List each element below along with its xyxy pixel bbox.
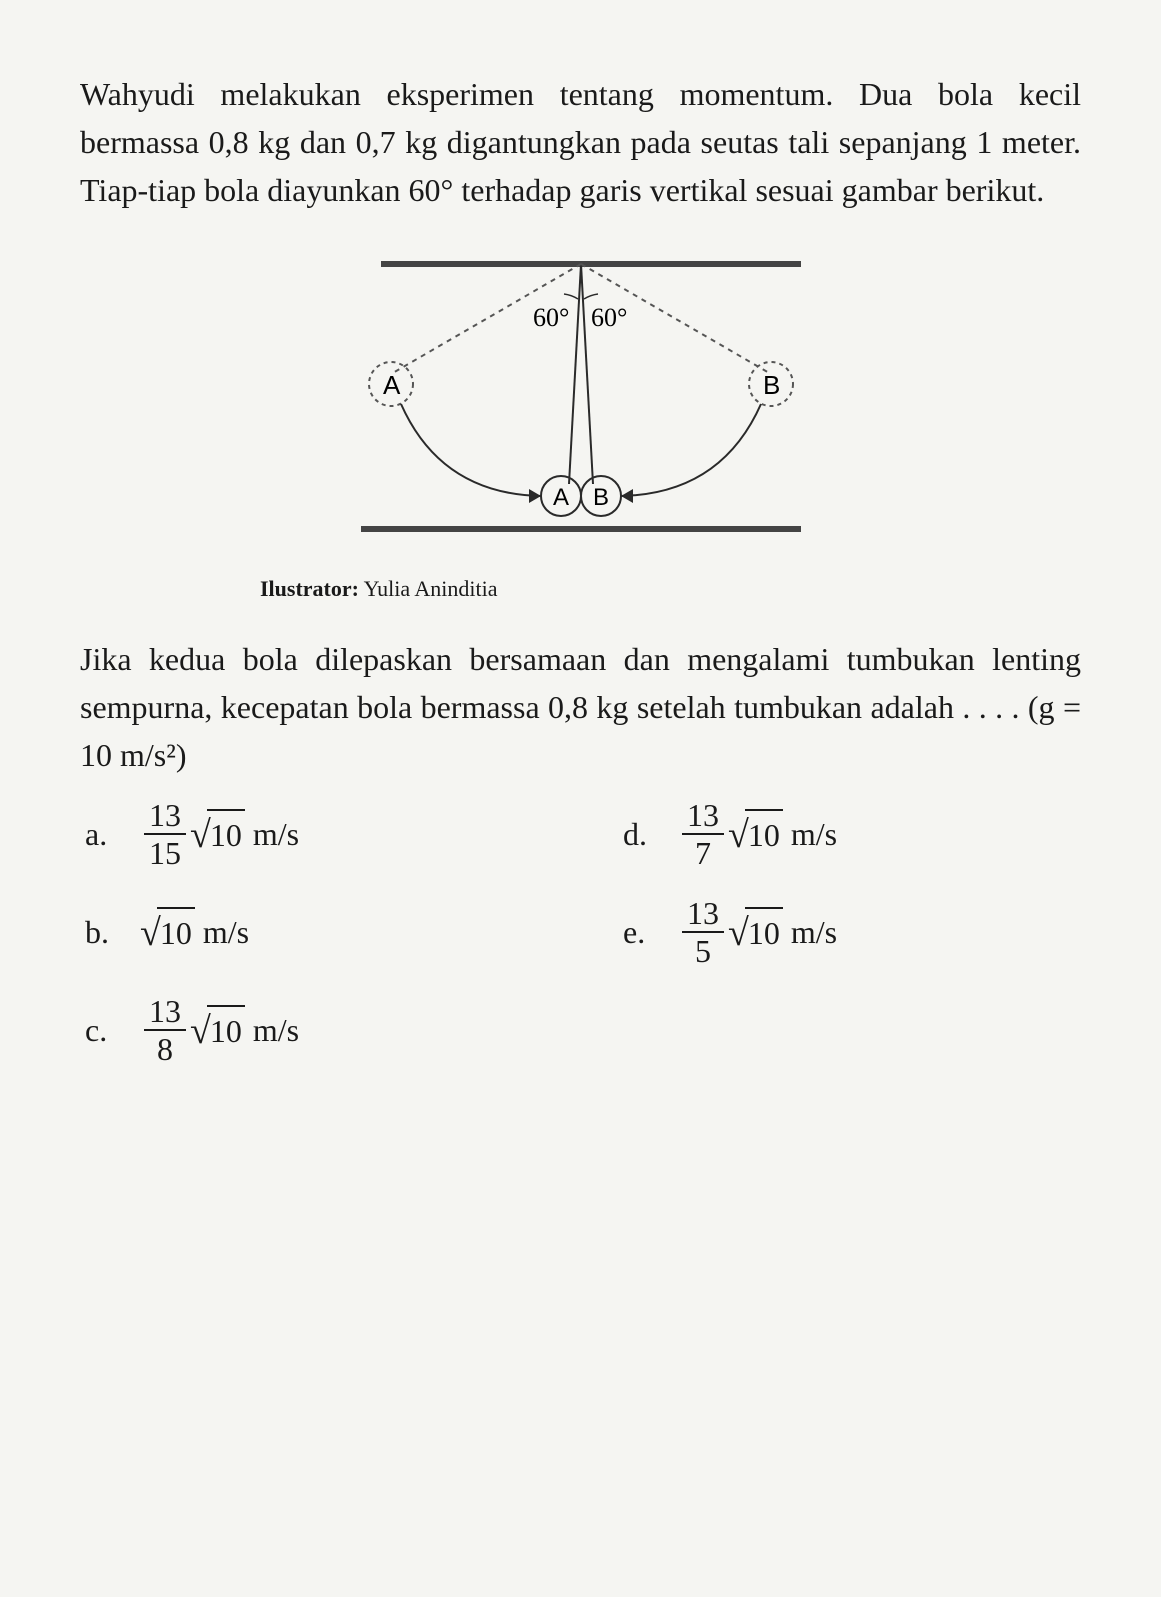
option-a-rad: 10 — [207, 809, 245, 859]
option-d-letter: d. — [623, 810, 653, 858]
options-grid: a. 13 15 √ 10 m/s d. 13 7 √ 10 m/s — [80, 799, 1081, 1065]
option-a-letter: a. — [85, 810, 115, 858]
option-c-rad: 10 — [207, 1005, 245, 1055]
option-c-num: 13 — [144, 995, 186, 1031]
option-c-den: 8 — [152, 1031, 178, 1065]
angle-right-label: 60° — [591, 303, 627, 332]
option-d-rad: 10 — [745, 809, 783, 859]
option-d-expr: 13 7 √ 10 m/s — [678, 799, 837, 869]
option-d-den: 7 — [690, 835, 716, 869]
option-d: d. 13 7 √ 10 m/s — [623, 799, 1081, 869]
bottom-ball-b-label: B — [593, 484, 609, 511]
illustrator-label: Ilustrator: — [260, 576, 359, 601]
raised-ball-a-label: A — [383, 370, 401, 400]
option-e-expr: 13 5 √ 10 m/s — [678, 897, 837, 967]
illustrator-credit: Ilustrator: Yulia Aninditia — [260, 572, 1081, 605]
option-c-unit: m/s — [253, 1006, 299, 1054]
option-e-num: 13 — [682, 897, 724, 933]
problem-paragraph-2: Jika kedua bola dilepaskan bersamaan dan… — [80, 635, 1081, 779]
option-b: b. √ 10 m/s — [85, 897, 543, 967]
option-e-rad: 10 — [745, 907, 783, 957]
option-b-rad: 10 — [157, 907, 195, 957]
pendulum-diagram: 60° 60° A B A B — [301, 244, 861, 544]
option-e: e. 13 5 √ 10 m/s — [623, 897, 1081, 967]
option-c-expr: 13 8 √ 10 m/s — [140, 995, 299, 1065]
option-a-expr: 13 15 √ 10 m/s — [140, 799, 299, 869]
option-a-den: 15 — [144, 835, 186, 869]
bottom-ball-a-label: A — [553, 484, 569, 511]
option-c-letter: c. — [85, 1006, 115, 1054]
raised-ball-b-label: B — [763, 370, 780, 400]
angle-left-label: 60° — [533, 303, 569, 332]
option-b-letter: b. — [85, 908, 115, 956]
diagram-container: 60° 60° A B A B — [80, 244, 1081, 557]
option-b-expr: √ 10 m/s — [140, 907, 249, 957]
option-c: c. 13 8 √ 10 m/s — [85, 995, 543, 1065]
illustrator-name: Yulia Aninditia — [364, 576, 498, 601]
option-e-unit: m/s — [791, 908, 837, 956]
option-e-letter: e. — [623, 908, 653, 956]
option-a-num: 13 — [144, 799, 186, 835]
option-b-unit: m/s — [203, 908, 249, 956]
problem-paragraph-1: Wahyudi melakukan eksperimen tentang mom… — [80, 70, 1081, 214]
option-d-unit: m/s — [791, 810, 837, 858]
option-e-den: 5 — [690, 933, 716, 967]
option-d-num: 13 — [682, 799, 724, 835]
option-a-unit: m/s — [253, 810, 299, 858]
option-a: a. 13 15 √ 10 m/s — [85, 799, 543, 869]
